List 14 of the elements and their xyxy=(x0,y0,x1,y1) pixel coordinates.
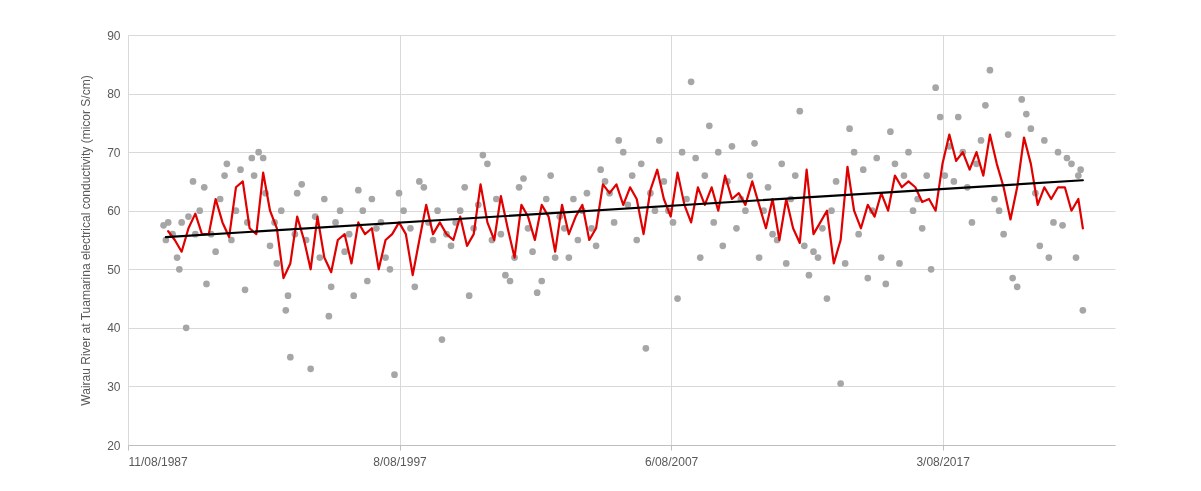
x-tick-label: 11/08/1987 xyxy=(128,454,188,469)
line-series xyxy=(167,133,1084,280)
y-tick-label: 40 xyxy=(107,321,121,336)
y-tick-label: 70 xyxy=(107,145,121,160)
y-tick-label: 90 xyxy=(107,28,121,43)
y-tick-label: 60 xyxy=(107,204,121,219)
y-tick-label: 80 xyxy=(107,87,121,102)
x-tick-label: 8/08/1997 xyxy=(373,454,428,469)
y-tick-label: 20 xyxy=(107,438,121,453)
y-tick-label: 50 xyxy=(107,262,121,277)
y-axis-title: Wairau River at Tuamarina electrical conductivity (micor S/cm) xyxy=(79,75,94,406)
x-tick-label: 6/08/2007 xyxy=(644,454,699,469)
y-tick-label: 30 xyxy=(107,379,121,394)
x-tick-label: 3/08/2017 xyxy=(916,454,971,469)
